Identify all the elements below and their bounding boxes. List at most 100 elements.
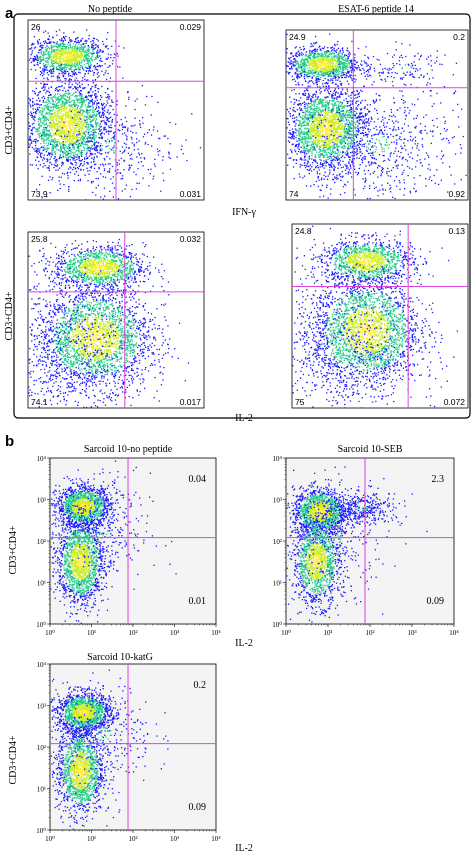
- event-dot: [91, 59, 93, 61]
- event-dot: [83, 163, 85, 165]
- event-dot: [78, 51, 80, 53]
- event-dot: [50, 94, 52, 96]
- event-dot: [83, 69, 85, 71]
- event-dot: [96, 141, 98, 143]
- event-dot: [100, 120, 102, 123]
- event-dot: [109, 147, 111, 150]
- event-dot: [66, 147, 69, 150]
- event-dot: [68, 134, 70, 136]
- event-dot: [132, 132, 134, 134]
- event-dot: [76, 121, 79, 123]
- event-dot: [353, 133, 355, 136]
- event-dot: [335, 67, 338, 69]
- event-dot: [357, 128, 360, 130]
- event-dot: [46, 57, 48, 59]
- event-dot: [62, 118, 64, 120]
- event-dot: [122, 126, 124, 128]
- event-dot: [309, 61, 311, 63]
- event-dot: [65, 78, 67, 80]
- event-dot: [78, 71, 80, 73]
- event-dot: [337, 79, 339, 81]
- event-dot: [58, 76, 61, 79]
- event-dot: [71, 163, 74, 165]
- event-dot: [363, 72, 365, 74]
- event-dot: [70, 68, 72, 71]
- event-dot: [340, 57, 343, 59]
- event-dot: [48, 124, 51, 126]
- event-dot: [301, 60, 303, 62]
- event-dot: [114, 170, 116, 172]
- event-dot: [330, 140, 332, 142]
- event-dot: [89, 67, 91, 69]
- event-dot: [76, 50, 79, 52]
- event-dot: [69, 51, 71, 53]
- event-dot: [108, 133, 110, 135]
- event-dot: [36, 99, 38, 102]
- event-dot: [35, 111, 37, 113]
- event-dot: [355, 61, 358, 64]
- event-dot: [68, 68, 71, 71]
- event-dot: [65, 35, 67, 38]
- event-dot: [106, 130, 108, 133]
- event-dot: [342, 65, 344, 67]
- event-dot: [57, 132, 60, 134]
- event-dot: [125, 143, 127, 145]
- event-dot: [111, 120, 113, 122]
- event-dot: [77, 61, 79, 63]
- event-dot: [79, 133, 81, 135]
- event-dot: [104, 126, 106, 128]
- event-dot: [56, 76, 58, 78]
- event-dot: [331, 52, 334, 54]
- event-dot: [73, 124, 75, 126]
- event-dot: [48, 136, 50, 138]
- event-dot: [334, 59, 336, 61]
- event-dot: [66, 66, 68, 69]
- event-dot: [74, 136, 76, 138]
- event-dot: [60, 55, 63, 57]
- event-dot: [287, 61, 289, 63]
- event-dot: [87, 63, 90, 65]
- event-dot: [95, 146, 97, 148]
- event-dot: [81, 60, 83, 62]
- quadrant-ur-value: 0.029: [180, 22, 202, 32]
- event-dot: [329, 142, 332, 144]
- event-dot: [30, 112, 33, 115]
- event-dot: [34, 144, 37, 147]
- event-dot: [62, 41, 64, 43]
- event-dot: [97, 88, 99, 90]
- event-dot: [61, 49, 63, 51]
- event-dot: [321, 63, 323, 66]
- event-dot: [337, 73, 339, 75]
- event-dot: [107, 72, 109, 75]
- event-dot: [74, 161, 76, 163]
- event-dot: [47, 167, 50, 169]
- event-dot: [69, 39, 71, 41]
- event-dot: [75, 49, 78, 51]
- event-dot: [40, 146, 42, 148]
- event-dot: [94, 86, 96, 88]
- event-dot: [76, 166, 79, 169]
- event-dot: [77, 68, 79, 70]
- event-dot: [330, 78, 332, 80]
- event-dot: [99, 115, 101, 117]
- event-dot: [65, 157, 67, 159]
- event-dot: [50, 46, 53, 48]
- event-dot: [92, 129, 94, 131]
- event-dot: [93, 160, 95, 162]
- event-dot: [350, 76, 352, 79]
- event-dot: [302, 145, 304, 147]
- event-dot: [30, 106, 32, 108]
- event-dot: [59, 50, 61, 52]
- event-dot: [300, 157, 302, 159]
- event-dot: [90, 154, 92, 156]
- event-dot: [331, 46, 334, 48]
- event-dot: [80, 115, 82, 117]
- event-dot: [41, 87, 43, 89]
- event-dot: [307, 152, 310, 154]
- event-dot: [325, 69, 327, 71]
- event-dot: [36, 94, 39, 97]
- event-dot: [63, 70, 65, 72]
- event-dot: [48, 100, 50, 102]
- event-dot: [72, 58, 74, 60]
- event-dot: [318, 89, 321, 91]
